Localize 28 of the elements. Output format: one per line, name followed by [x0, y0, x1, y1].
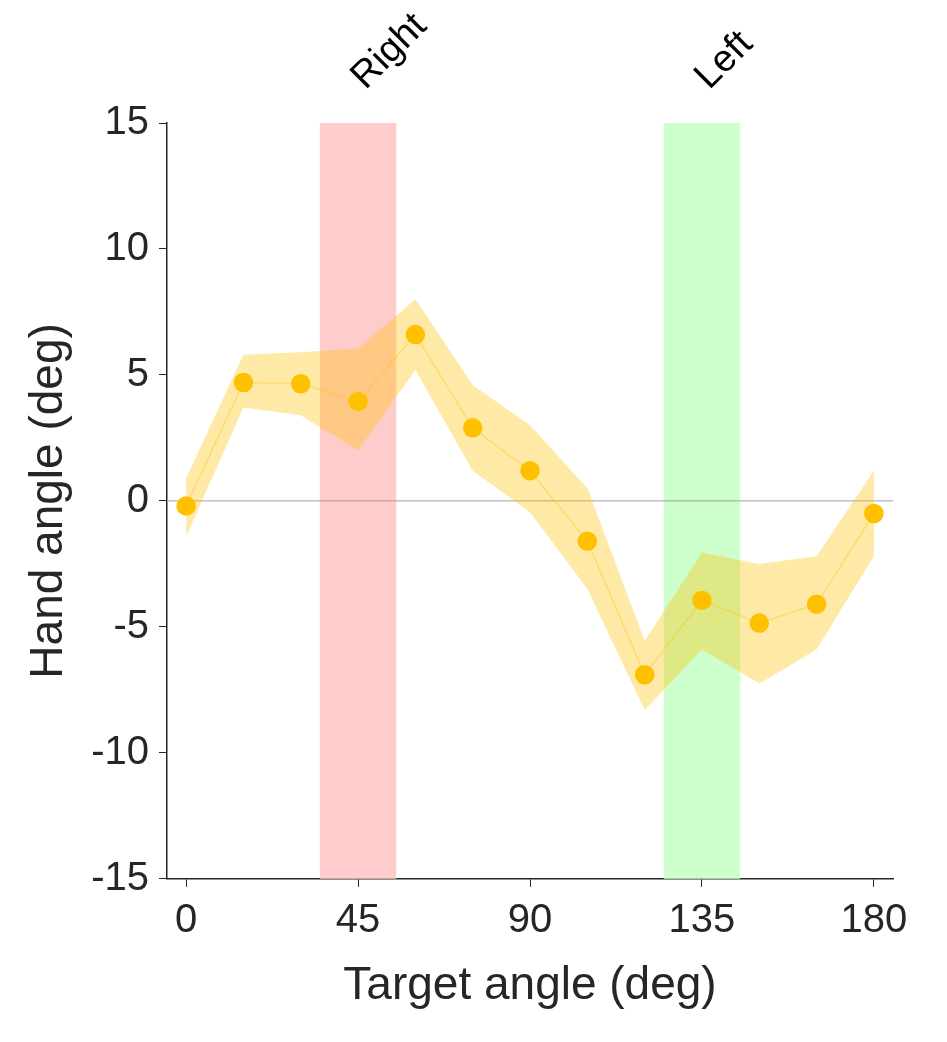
x-axis-title: Target angle (deg) — [343, 957, 717, 1010]
point — [291, 374, 311, 394]
band-label: Left — [685, 21, 761, 97]
point — [176, 496, 196, 516]
y-axis-title: Hand angle (deg) — [20, 323, 73, 679]
point — [577, 531, 598, 551]
x-tick-label: 135 — [668, 895, 736, 940]
x-tick-label: 180 — [840, 895, 908, 940]
x-tick-label: 45 — [335, 895, 381, 940]
x-tick-label: 90 — [507, 895, 553, 940]
y-tick-label: -15 — [91, 853, 150, 898]
y-tick-label: 5 — [126, 349, 150, 394]
point — [520, 460, 540, 481]
x-tick-label: 0 — [174, 895, 198, 940]
point — [749, 613, 770, 633]
point — [462, 418, 483, 438]
y-tick-label: -10 — [91, 727, 150, 772]
point — [806, 594, 827, 614]
y-tick-label: -5 — [113, 601, 150, 646]
point — [634, 664, 655, 685]
y-tick-label: 0 — [126, 475, 150, 520]
point — [233, 372, 254, 393]
y-tick-label: 10 — [104, 224, 150, 268]
point — [348, 391, 368, 412]
point — [692, 590, 712, 611]
point — [864, 503, 884, 524]
y-tick-label: 15 — [104, 98, 150, 143]
point — [405, 324, 426, 345]
